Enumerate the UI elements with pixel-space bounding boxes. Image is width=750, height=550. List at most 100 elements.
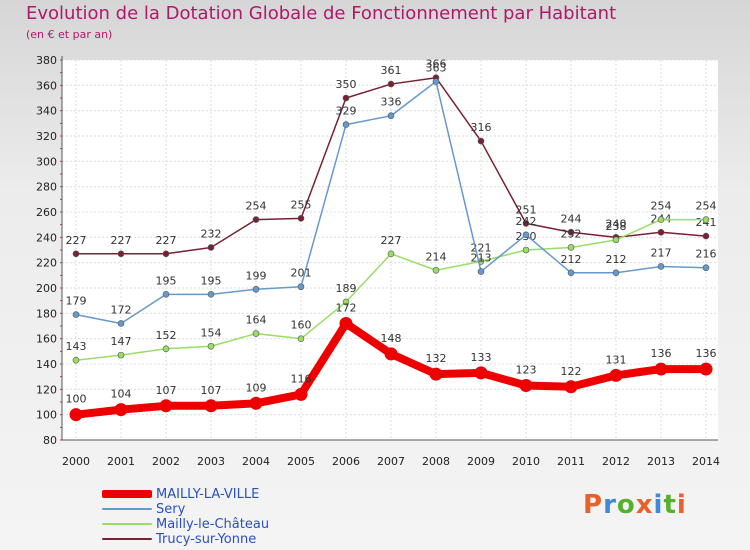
data-label-sery: 199: [246, 269, 267, 282]
data-label-mailly-le-ch-teau: 160: [291, 319, 312, 332]
data-label-mailly-la-ville: 136: [651, 347, 672, 360]
legend-item: MAILLY-LA-VILLE: [102, 486, 259, 502]
data-point-sery: [163, 291, 169, 297]
data-label-mailly-le-ch-teau: 154: [201, 326, 222, 339]
x-tick-label: 2012: [602, 455, 630, 468]
data-point-mailly-le-ch-teau: [73, 357, 79, 363]
data-label-mailly-la-ville: 122: [561, 365, 582, 378]
data-label-mailly-la-ville: 131: [606, 353, 627, 366]
data-label-sery: 329: [336, 105, 357, 118]
data-label-mailly-le-ch-teau: 143: [66, 340, 87, 353]
legend-swatch: [102, 538, 152, 540]
data-label-mailly-le-ch-teau: 152: [156, 329, 177, 342]
data-point-mailly-la-ville: [295, 388, 308, 401]
y-tick-label: 280: [36, 181, 57, 194]
x-tick-label: 2000: [62, 455, 90, 468]
data-point-mailly-la-ville: [430, 368, 443, 381]
data-label-mailly-le-ch-teau: 189: [336, 282, 357, 295]
data-label-mailly-la-ville: 133: [471, 351, 492, 364]
x-tick-label: 2001: [107, 455, 135, 468]
data-point-trucy-sur-yonne: [703, 233, 709, 239]
data-point-sery: [703, 265, 709, 271]
data-point-mailly-la-ville: [340, 317, 353, 330]
data-point-sery: [658, 263, 664, 269]
data-label-mailly-le-ch-teau: 254: [651, 200, 672, 213]
data-label-trucy-sur-yonne: 227: [156, 234, 177, 247]
data-point-sery: [433, 79, 439, 85]
data-label-mailly-la-ville: 136: [696, 347, 717, 360]
data-label-mailly-la-ville: 107: [201, 384, 222, 397]
data-point-trucy-sur-yonne: [388, 81, 394, 87]
x-tick-label: 2004: [242, 455, 270, 468]
data-point-sery: [118, 320, 124, 326]
data-point-mailly-la-ville: [610, 369, 623, 382]
data-point-mailly-le-ch-teau: [703, 217, 709, 223]
data-point-sery: [523, 232, 529, 238]
y-tick-label: 240: [36, 231, 57, 244]
y-tick-label: 380: [36, 54, 57, 67]
data-point-sery: [568, 270, 574, 276]
legend-label: Sery: [156, 502, 185, 517]
data-point-mailly-le-ch-teau: [163, 346, 169, 352]
data-label-trucy-sur-yonne: 361: [381, 64, 402, 77]
y-tick-label: 80: [43, 434, 57, 447]
logo-letter: r: [603, 490, 617, 520]
x-tick-label: 2008: [422, 455, 450, 468]
data-label-mailly-la-ville: 148: [381, 332, 402, 345]
y-tick-label: 340: [36, 105, 57, 118]
x-tick-label: 2013: [647, 455, 675, 468]
data-point-sery: [343, 122, 349, 128]
x-tick-label: 2009: [467, 455, 495, 468]
legend-item: Sery: [102, 501, 185, 517]
legend-item: Mailly-le-Château: [102, 516, 269, 532]
data-label-sery: 213: [471, 252, 492, 265]
data-point-trucy-sur-yonne: [343, 95, 349, 101]
data-point-mailly-le-ch-teau: [253, 331, 259, 337]
data-point-mailly-la-ville: [250, 397, 263, 410]
y-tick-label: 180: [36, 307, 57, 320]
data-point-mailly-la-ville: [115, 403, 128, 416]
logo-letter: o: [617, 490, 636, 520]
y-tick-label: 200: [36, 282, 57, 295]
data-point-trucy-sur-yonne: [253, 217, 259, 223]
data-point-mailly-le-ch-teau: [523, 247, 529, 253]
data-point-mailly-le-ch-teau: [298, 336, 304, 342]
data-label-sery: 242: [516, 215, 537, 228]
legend-item: Trucy-sur-Yonne: [102, 531, 256, 547]
y-tick-label: 220: [36, 257, 57, 270]
data-label-trucy-sur-yonne: 254: [246, 200, 267, 213]
data-label-mailly-le-ch-teau: 214: [426, 250, 447, 263]
data-label-sery: 217: [651, 246, 672, 259]
data-point-sery: [208, 291, 214, 297]
logo-letter: t: [663, 490, 676, 520]
data-point-trucy-sur-yonne: [118, 251, 124, 257]
x-tick-label: 2002: [152, 455, 180, 468]
data-point-mailly-la-ville: [160, 399, 173, 412]
data-label-sery: 216: [696, 248, 717, 261]
data-point-mailly-la-ville: [385, 347, 398, 360]
legend-label: Trucy-sur-Yonne: [156, 532, 256, 547]
data-point-trucy-sur-yonne: [658, 229, 664, 235]
data-point-sery: [478, 269, 484, 275]
data-point-mailly-le-ch-teau: [568, 244, 574, 250]
data-point-mailly-la-ville: [70, 408, 83, 421]
data-label-trucy-sur-yonne: 232: [201, 227, 222, 240]
data-point-trucy-sur-yonne: [73, 251, 79, 257]
data-label-mailly-la-ville: 116: [291, 372, 312, 385]
legend-label: MAILLY-LA-VILLE: [156, 487, 259, 502]
y-tick-label: 360: [36, 79, 57, 92]
y-tick-label: 320: [36, 130, 57, 143]
data-label-sery: 336: [381, 96, 402, 109]
data-label-mailly-le-ch-teau: 147: [111, 335, 132, 348]
logo-letter: x: [636, 490, 654, 520]
x-tick-label: 2014: [692, 455, 720, 468]
data-label-mailly-la-ville: 109: [246, 381, 267, 394]
data-label-trucy-sur-yonne: 350: [336, 78, 357, 91]
logo-letter: i: [654, 490, 664, 520]
data-point-mailly-la-ville: [565, 380, 578, 393]
data-point-mailly-le-ch-teau: [118, 352, 124, 358]
x-tick-label: 2011: [557, 455, 585, 468]
data-label-mailly-la-ville: 172: [336, 301, 357, 314]
x-tick-label: 2003: [197, 455, 225, 468]
legend-label: Mailly-le-Château: [156, 517, 269, 532]
